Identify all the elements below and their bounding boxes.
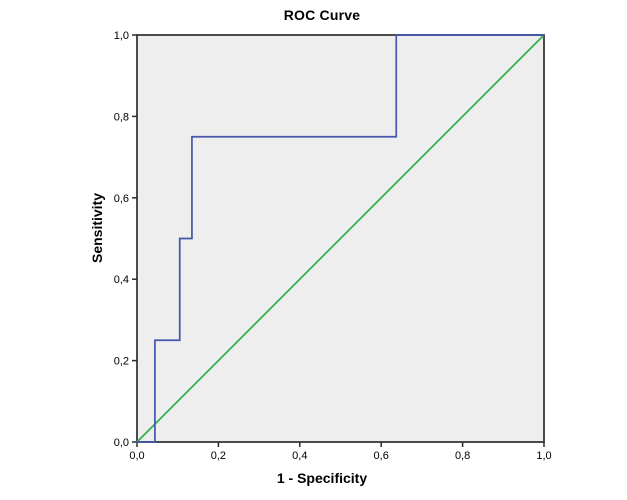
y-tick-label: 0,6 xyxy=(114,193,129,205)
y-tick-label: 0,0 xyxy=(114,437,129,449)
x-tick-label: 0,0 xyxy=(129,450,144,462)
x-axis-label: 1 - Specificity xyxy=(276,470,368,486)
chart-title: ROC Curve xyxy=(283,7,361,23)
x-tick-label: 1,0 xyxy=(536,450,551,462)
reference-line-line xyxy=(135,33,546,444)
y-tick-label: 1,0 xyxy=(114,30,129,42)
x-tick-label: 0,6 xyxy=(374,450,389,462)
plot-frame xyxy=(136,34,545,443)
x-tick-label: 0,2 xyxy=(211,450,226,462)
roc-curve-line xyxy=(136,34,545,443)
y-tick-label: 0,4 xyxy=(114,274,129,286)
x-tick-label: 0,4 xyxy=(292,450,307,462)
y-tick-label: 0,2 xyxy=(114,356,129,368)
y-tick-label: 0,8 xyxy=(114,111,129,123)
x-tick-label: 0,8 xyxy=(455,450,470,462)
